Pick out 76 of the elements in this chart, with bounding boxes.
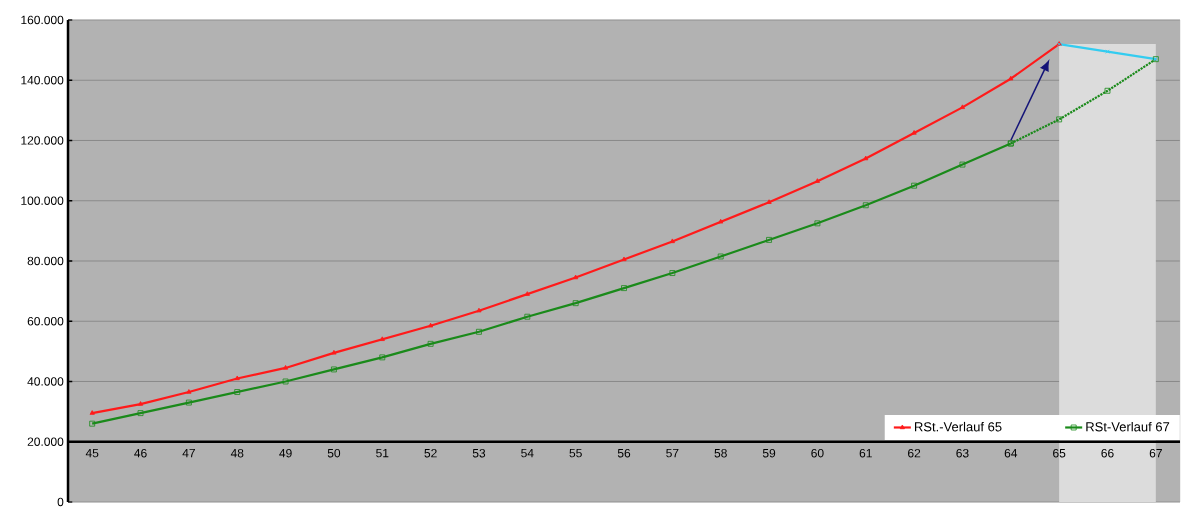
x-tick-label: 53 bbox=[472, 448, 486, 458]
x-tick-label: 49 bbox=[279, 448, 292, 458]
point bbox=[863, 155, 869, 161]
x-tick-label: 62 bbox=[908, 448, 921, 458]
x-tick-label: 64 bbox=[1004, 448, 1018, 458]
point bbox=[766, 236, 772, 243]
point bbox=[621, 285, 627, 291]
x-tick-label: 54 bbox=[521, 448, 534, 458]
point bbox=[186, 389, 192, 394]
x-tick-label: 57 bbox=[666, 448, 679, 458]
legend-label: RSt.-Verlauf 65 bbox=[915, 421, 1002, 432]
x-tick-label: 59 bbox=[762, 448, 776, 458]
point bbox=[185, 399, 192, 406]
point bbox=[862, 202, 869, 209]
point bbox=[428, 322, 434, 328]
x-tick-label: 45 bbox=[85, 448, 99, 458]
point bbox=[1105, 49, 1110, 54]
x-tick-label: 58 bbox=[714, 448, 727, 458]
point bbox=[669, 270, 676, 276]
point bbox=[524, 313, 531, 320]
point bbox=[331, 349, 337, 355]
y-tick-label: 120.000 bbox=[21, 136, 64, 145]
point bbox=[524, 291, 530, 296]
x-tick-label: 52 bbox=[424, 448, 437, 458]
point bbox=[814, 220, 821, 227]
point bbox=[137, 410, 144, 416]
point bbox=[379, 354, 386, 361]
point bbox=[379, 336, 385, 341]
point bbox=[234, 375, 240, 381]
y-tick-label: 20.000 bbox=[27, 437, 64, 446]
x-tick-label: 65 bbox=[1053, 448, 1066, 458]
x-tick-label: 56 bbox=[617, 448, 631, 458]
point bbox=[814, 178, 820, 183]
x-tick-label: 46 bbox=[134, 448, 147, 458]
point bbox=[282, 378, 289, 385]
x-tick-label: 66 bbox=[1101, 448, 1114, 458]
point bbox=[911, 182, 917, 189]
point bbox=[1056, 116, 1063, 123]
point bbox=[717, 253, 724, 260]
point bbox=[572, 300, 579, 306]
y-tick-label: 80.000 bbox=[27, 256, 64, 266]
point bbox=[476, 328, 482, 335]
point bbox=[89, 410, 95, 415]
point bbox=[1104, 87, 1111, 94]
point bbox=[476, 307, 482, 313]
point bbox=[234, 389, 241, 395]
point bbox=[669, 238, 675, 243]
point bbox=[959, 161, 966, 168]
y-tick-label: 100.000 bbox=[21, 196, 64, 205]
x-tick-label: 63 bbox=[956, 448, 969, 458]
point bbox=[137, 401, 144, 406]
y-tick-label: 60.000 bbox=[27, 316, 64, 326]
x-tick-label: 47 bbox=[182, 448, 195, 458]
y-tick-label: 0 bbox=[57, 497, 64, 507]
x-tick-label: 48 bbox=[230, 448, 244, 458]
point bbox=[283, 364, 289, 370]
x-tick-label: 60 bbox=[811, 448, 824, 458]
point bbox=[911, 129, 917, 135]
y-tick-label: 140.000 bbox=[21, 75, 64, 85]
y-tick-label: 160.000 bbox=[21, 15, 64, 25]
point bbox=[766, 199, 772, 204]
point bbox=[427, 340, 434, 347]
point bbox=[1008, 75, 1014, 81]
point bbox=[573, 274, 579, 280]
x-tick-label: 55 bbox=[569, 448, 582, 458]
x-tick-label: 61 bbox=[859, 448, 872, 458]
point bbox=[718, 218, 724, 224]
point bbox=[331, 366, 337, 373]
legend-label: RSt-Verlauf 67 bbox=[1086, 421, 1170, 432]
point bbox=[959, 104, 966, 109]
point bbox=[621, 256, 627, 262]
x-tick-label: 67 bbox=[1149, 448, 1162, 458]
y-tick-label: 40.000 bbox=[27, 377, 64, 386]
x-tick-label: 50 bbox=[327, 448, 341, 458]
point bbox=[89, 420, 96, 427]
x-tick-label: 51 bbox=[376, 448, 389, 458]
